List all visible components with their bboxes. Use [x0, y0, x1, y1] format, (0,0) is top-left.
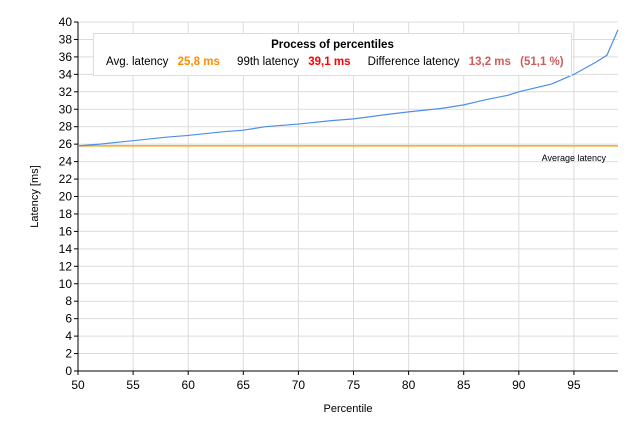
y-tick-label: 2 — [65, 347, 72, 361]
y-tick-label: 32 — [59, 85, 73, 99]
y-tick-label: 18 — [59, 207, 73, 221]
y-tick-label: 6 — [65, 312, 72, 326]
avg-label: Avg. latency — [106, 56, 169, 68]
x-tick-label: 60 — [182, 378, 196, 392]
y-tick-label: 0 — [65, 364, 72, 378]
x-tick-label: 65 — [237, 378, 251, 392]
diff-label: Difference latency — [367, 56, 460, 68]
x-tick-label: 80 — [402, 378, 416, 392]
y-tick-label: 36 — [59, 50, 73, 64]
legend-title: Process of percentiles — [271, 39, 394, 51]
avg-value: 25,8 ms — [177, 56, 220, 68]
legend: Process of percentiles Avg. latency 25,8… — [93, 33, 572, 76]
diff-percent: (51,1 %) — [520, 56, 564, 68]
y-tick-label: 16 — [59, 224, 73, 238]
y-tick-label: 38 — [59, 32, 73, 46]
y-tick-label: 22 — [59, 172, 73, 186]
y-tick-label: 24 — [59, 155, 73, 169]
y-tick-label: 10 — [59, 277, 73, 291]
y-axis-label: Latency [ms] — [29, 165, 41, 227]
y-tick-label: 12 — [59, 259, 73, 273]
y-tick-label: 14 — [59, 242, 73, 256]
x-tick-label: 70 — [292, 378, 306, 392]
y-tick-label: 20 — [59, 190, 73, 204]
y-tick-label: 8 — [65, 294, 72, 308]
p99-value: 39,1 ms — [308, 56, 351, 68]
y-tick-label: 26 — [59, 137, 73, 151]
x-tick-label: 95 — [567, 378, 581, 392]
x-tick-label: 90 — [512, 378, 526, 392]
y-tick-label: 28 — [59, 120, 73, 134]
y-tick-label: 4 — [65, 329, 72, 343]
x-tick-label: 50 — [71, 378, 85, 392]
average-latency-label: Average latency — [542, 153, 607, 163]
y-tick-label: 34 — [59, 67, 73, 81]
x-axis-label: Percentile — [324, 403, 373, 415]
y-tick-label: 30 — [59, 102, 73, 116]
x-tick-label: 55 — [126, 378, 140, 392]
latency-series-line — [77, 29, 619, 147]
p99-label: 99th latency — [237, 56, 300, 68]
x-tick-label: 85 — [457, 378, 471, 392]
diff-value: 13,2 ms — [468, 56, 511, 68]
x-tick-label: 75 — [347, 378, 361, 392]
y-tick-label: 40 — [59, 15, 73, 29]
